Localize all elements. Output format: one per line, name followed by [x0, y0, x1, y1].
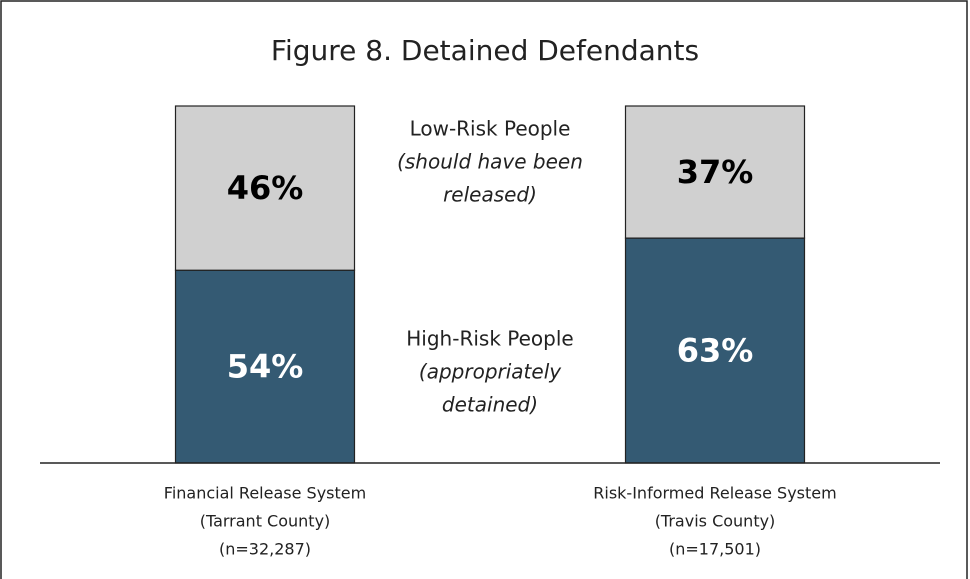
value-label: 46%	[227, 169, 304, 207]
category-label: (Tarrant County)	[200, 512, 331, 531]
bar-segment	[624, 105, 806, 239]
bar-segment	[174, 105, 356, 271]
value-label: 37%	[677, 153, 754, 191]
legend-description: released)	[443, 183, 537, 207]
legend-label: Low-Risk People	[410, 117, 571, 141]
category-label: Risk-Informed Release System	[593, 484, 836, 503]
category-label: (n=17,501)	[669, 540, 761, 559]
category-label: Financial Release System	[164, 484, 366, 503]
legend-description: detained)	[442, 393, 538, 417]
value-label: 63%	[677, 332, 754, 370]
legend-description: (appropriately	[419, 360, 562, 384]
value-label: 54%	[227, 348, 304, 386]
bar-segment	[174, 269, 356, 464]
category-label: (Travis County)	[655, 512, 776, 531]
category-label: (n=32,287)	[219, 540, 311, 559]
legend-label: High-Risk People	[406, 327, 573, 351]
chart-title: Figure 8. Detained Defendants	[271, 34, 699, 67]
bar-segment	[624, 237, 806, 464]
legend-description: (should have been	[397, 150, 583, 174]
